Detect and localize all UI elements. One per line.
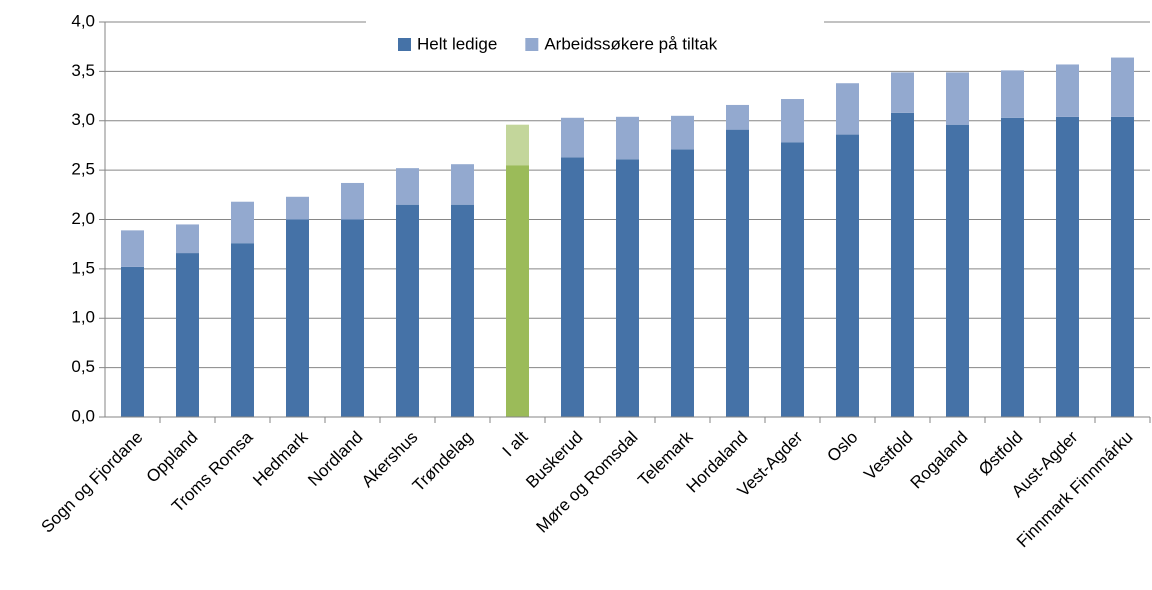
legend-label: Arbeidssøkere på tiltak bbox=[544, 34, 717, 53]
bar-segment bbox=[176, 224, 199, 254]
bar-segment bbox=[946, 72, 969, 125]
x-tick-label: Vestfold bbox=[860, 428, 916, 484]
bar-segment bbox=[506, 124, 529, 166]
bar-segment bbox=[1001, 70, 1024, 118]
bar-segment bbox=[1001, 117, 1024, 417]
bar-segment bbox=[451, 164, 474, 205]
bar-segment bbox=[341, 219, 364, 417]
bar-segment bbox=[836, 134, 859, 417]
x-tick-label: Nordland bbox=[304, 428, 366, 490]
bar-segment bbox=[121, 230, 144, 267]
bar-segment bbox=[561, 157, 584, 417]
x-tick-label: Oslo bbox=[823, 428, 861, 466]
bar-segment bbox=[396, 204, 419, 417]
bar-segment bbox=[561, 117, 584, 158]
bar-segment bbox=[451, 204, 474, 417]
bar-segment bbox=[1056, 116, 1079, 418]
bar-segment bbox=[286, 196, 309, 220]
bar-segment bbox=[891, 72, 914, 113]
bar-segment bbox=[726, 129, 749, 417]
legend-box bbox=[366, 20, 824, 66]
y-tick-label: 2,0 bbox=[71, 209, 95, 228]
bar-segment bbox=[1111, 116, 1134, 418]
bar-segment bbox=[671, 115, 694, 150]
legend-swatch bbox=[525, 38, 539, 51]
bar-segment bbox=[781, 99, 804, 143]
bar-segment bbox=[1111, 57, 1134, 117]
x-tick-label: I alt bbox=[499, 427, 532, 460]
x-tick-label: Østfold bbox=[975, 428, 1027, 480]
y-tick-label: 3,0 bbox=[71, 110, 95, 129]
y-tick-label: 1,0 bbox=[71, 308, 95, 327]
bar-segment bbox=[671, 149, 694, 417]
bar-segment bbox=[616, 159, 639, 417]
bar-segment bbox=[176, 253, 199, 417]
y-tick-label: 0,0 bbox=[71, 406, 95, 425]
x-tick-label: Rogaland bbox=[907, 428, 972, 493]
bar-segment bbox=[286, 219, 309, 417]
bar-segment bbox=[836, 83, 859, 135]
bar-segment bbox=[726, 104, 749, 130]
x-tick-label: Møre og Romsdal bbox=[533, 428, 642, 537]
y-tick-label: 1,5 bbox=[71, 258, 95, 277]
bar-segment bbox=[121, 266, 144, 417]
bar-segment bbox=[1056, 64, 1079, 117]
bar-segment bbox=[396, 168, 419, 205]
y-tick-label: 3,5 bbox=[71, 61, 95, 80]
y-tick-label: 0,5 bbox=[71, 357, 95, 376]
bar-segment bbox=[616, 116, 639, 160]
x-tick-label: Sogn og Fjordane bbox=[37, 428, 146, 537]
bar-segment bbox=[891, 112, 914, 417]
x-tick-label: Hedmark bbox=[249, 427, 312, 490]
x-tick-label: Trøndelag bbox=[409, 428, 477, 496]
y-tick-label: 4,0 bbox=[71, 11, 95, 30]
bar-segment bbox=[341, 182, 364, 220]
bar-segment bbox=[781, 142, 804, 417]
legend-swatch bbox=[398, 38, 411, 51]
bar-segment bbox=[231, 201, 254, 244]
bar-segment bbox=[506, 165, 529, 417]
legend-label: Helt ledige bbox=[417, 34, 497, 53]
bar-segment bbox=[946, 124, 969, 417]
y-tick-label: 2,5 bbox=[71, 160, 95, 179]
bar-segment bbox=[231, 243, 254, 417]
